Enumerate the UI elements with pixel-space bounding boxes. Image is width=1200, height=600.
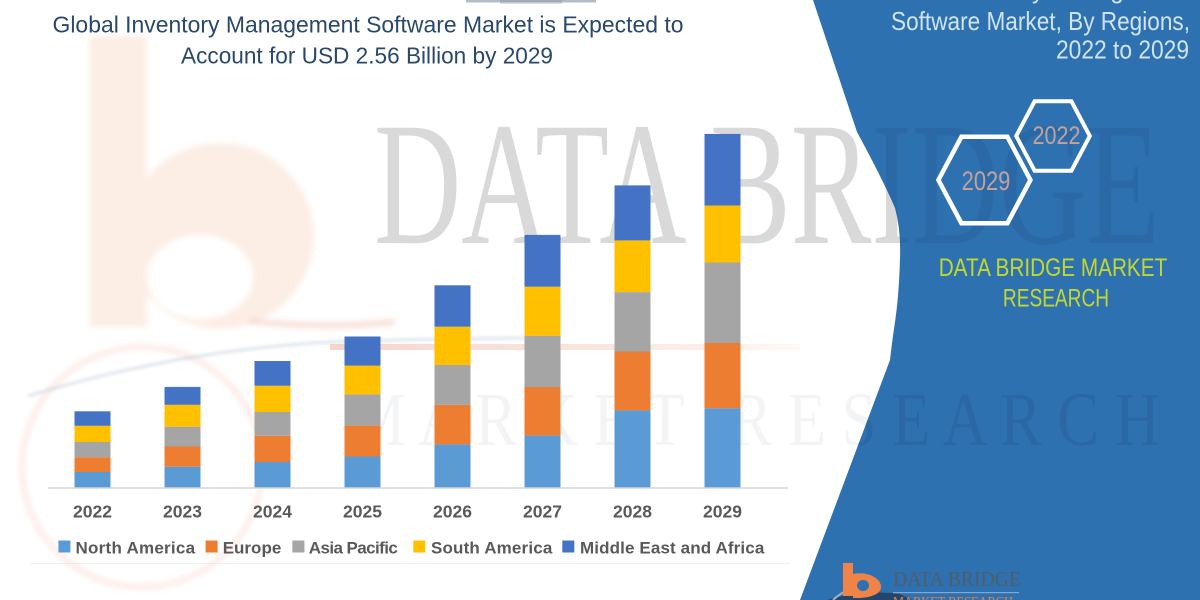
svg-text:Asia Pacific: Asia Pacific: [309, 539, 398, 558]
svg-text:South America: South America: [431, 539, 553, 558]
svg-text:Europe: Europe: [223, 539, 282, 558]
svg-text:2025: 2025: [343, 502, 382, 522]
svg-text:Software Market, By Regions,: Software Market, By Regions,: [891, 6, 1190, 36]
svg-text:2028: 2028: [613, 502, 652, 522]
svg-text:MARKET RESEARCH: MARKET RESEARCH: [893, 595, 1013, 600]
svg-text:2029: 2029: [962, 166, 1011, 196]
svg-text:2022: 2022: [1033, 122, 1081, 150]
svg-text:2026: 2026: [433, 502, 472, 522]
svg-text:Account for USD 2.56 Billion b: Account for USD 2.56 Billion by 2029: [181, 43, 553, 69]
svg-text:2023: 2023: [163, 502, 202, 522]
svg-text:2027: 2027: [523, 502, 562, 522]
svg-text:RESEARCH: RESEARCH: [1003, 285, 1109, 313]
svg-text:Global Inventory Management So: Global Inventory Management Software Mar…: [53, 12, 684, 38]
svg-text:2024: 2024: [253, 502, 292, 522]
svg-text:Global Inventory Management: Global Inventory Management: [870, 0, 1191, 4]
svg-text:DATA BRIDGE: DATA BRIDGE: [893, 567, 1021, 591]
svg-text:North America: North America: [76, 539, 196, 558]
svg-text:DATA BRIDGE MARKET: DATA BRIDGE MARKET: [939, 254, 1168, 282]
svg-text:2022 to 2029: 2022 to 2029: [1056, 35, 1189, 65]
svg-text:2029: 2029: [703, 502, 742, 522]
svg-text:2022: 2022: [73, 502, 112, 522]
svg-text:Middle East and Africa: Middle East and Africa: [580, 539, 765, 558]
